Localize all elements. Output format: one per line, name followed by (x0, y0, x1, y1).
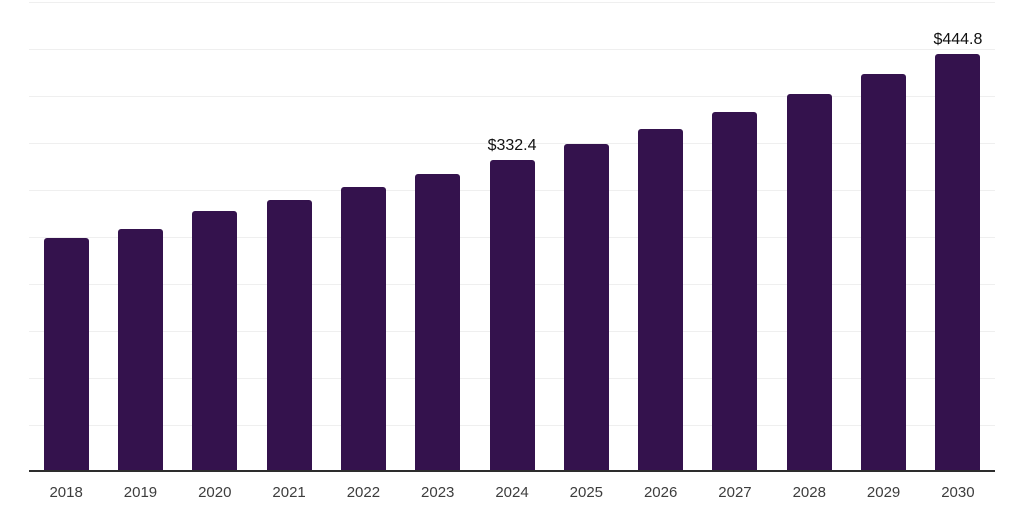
bar-2022 (340, 187, 386, 472)
x-tick-label-2027: 2027 (718, 484, 752, 501)
bar-slot-2025 (549, 0, 623, 472)
gridline (29, 2, 995, 3)
x-tick-label-2019: 2019 (123, 484, 158, 501)
x-tick-label-2021: 2021 (272, 484, 306, 501)
x-axis-line (29, 470, 995, 472)
bar-slot-2023 (401, 0, 475, 472)
bar-2025 (563, 144, 609, 472)
bar-2020 (192, 211, 238, 472)
x-tick-label-2028: 2028 (792, 484, 826, 501)
x-tick-label-2023: 2023 (421, 484, 455, 501)
bar-value-label-2030: $444.8 (933, 30, 983, 48)
bar-2027 (712, 111, 758, 472)
bar-slot-2027 (698, 0, 772, 472)
x-tick-label-2030: 2030 (941, 484, 975, 501)
bar-2024 (489, 159, 535, 472)
bar-slot-2024: $332.4 (475, 0, 549, 472)
bar-slot-2029 (846, 0, 920, 472)
x-tick-label-2029: 2029 (866, 484, 901, 501)
bar-slot-2021 (252, 0, 326, 472)
bar-slot-2020 (178, 0, 252, 472)
bar-2019 (117, 228, 163, 472)
bar-2023 (415, 173, 461, 472)
bar-2018 (43, 238, 89, 472)
plot-area: $332.4 $444.8 (29, 0, 995, 472)
bar-slot-2026 (624, 0, 698, 472)
bar-2029 (861, 73, 907, 472)
x-tick-label-2018: 2018 (49, 484, 83, 501)
x-tick-label-2022: 2022 (346, 484, 381, 501)
x-axis-tick-labels: 2018 2019 2020 2021 2022 2023 2024 2025 2026 2027… (29, 484, 995, 502)
bar-slot-2019 (103, 0, 177, 472)
gridline (29, 143, 995, 144)
bar-slot-2030: $444.8 (921, 0, 995, 472)
gridline (29, 96, 995, 97)
bar-value-label-2024: $332.4 (487, 136, 537, 154)
x-tick-label-2025: 2025 (569, 484, 604, 501)
bars-container: $332.4 $444.8 (29, 0, 995, 472)
x-tick-label-2026: 2026 (643, 484, 678, 501)
bar-2028 (786, 93, 832, 472)
gridline (29, 49, 995, 50)
bar-2026 (638, 128, 684, 472)
x-tick-label-2024: 2024 (495, 484, 529, 501)
bar-2030 (935, 53, 981, 472)
bar-slot-2022 (326, 0, 400, 472)
x-tick-label-2020: 2020 (198, 484, 232, 501)
bar-slot-2018 (29, 0, 103, 472)
bar-slot-2028 (772, 0, 846, 472)
bar-2021 (266, 200, 312, 472)
